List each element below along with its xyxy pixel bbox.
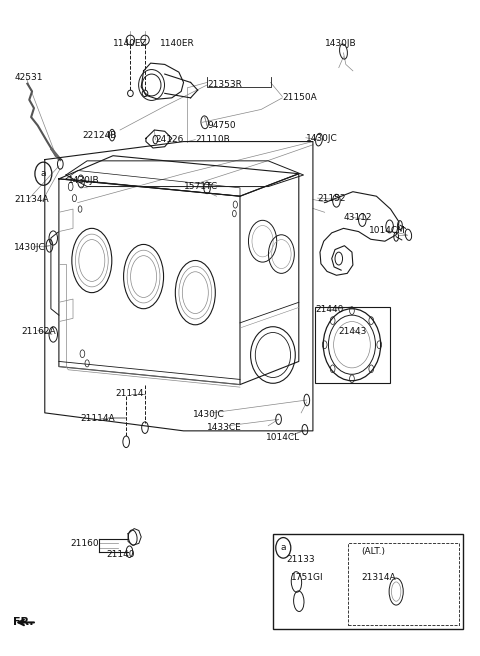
Text: 21150A: 21150A [282,93,317,102]
Text: 94750: 94750 [207,121,236,130]
Text: a: a [41,169,46,178]
Bar [315,307,390,382]
Text: 1430JC: 1430JC [193,410,225,419]
Text: 1140ER: 1140ER [160,39,195,49]
Text: 24126: 24126 [156,135,184,144]
Bar [273,534,464,629]
Bar [348,543,459,625]
Text: 43112: 43112 [344,213,372,222]
Text: 21314A: 21314A [361,573,396,582]
Text: 21133: 21133 [286,555,315,564]
Text: 1014CM: 1014CM [370,226,406,235]
Text: 21443: 21443 [339,327,367,336]
Text: 21160: 21160 [71,539,99,548]
Text: 1571TC: 1571TC [183,182,217,191]
Text: a: a [280,543,286,552]
Text: 21162A: 21162A [21,327,56,336]
Text: 21353R: 21353R [207,81,242,89]
Text: 1430JB: 1430JB [324,39,356,49]
Text: 1433CE: 1433CE [207,423,242,432]
Text: 1430JB: 1430JB [68,176,100,184]
Text: 21114: 21114 [115,389,144,398]
Text: 1430JC: 1430JC [306,134,337,143]
Text: 1430JC: 1430JC [14,243,46,252]
Circle shape [276,537,291,558]
Text: 21110B: 21110B [195,135,230,144]
Text: FR.: FR. [13,617,34,627]
Text: 1140EZ: 1140EZ [113,39,148,49]
Text: 21114A: 21114A [80,413,115,422]
Text: 21134A: 21134A [14,195,49,204]
Text: 21140: 21140 [106,550,134,559]
Text: 22124B: 22124B [83,131,117,140]
Text: 1751GI: 1751GI [291,573,324,582]
Text: 21152: 21152 [318,194,346,203]
Text: 42531: 42531 [14,73,43,82]
Text: 1014CL: 1014CL [266,433,300,441]
Text: 21440: 21440 [315,306,344,314]
Text: (ALT.): (ALT.) [361,546,385,556]
